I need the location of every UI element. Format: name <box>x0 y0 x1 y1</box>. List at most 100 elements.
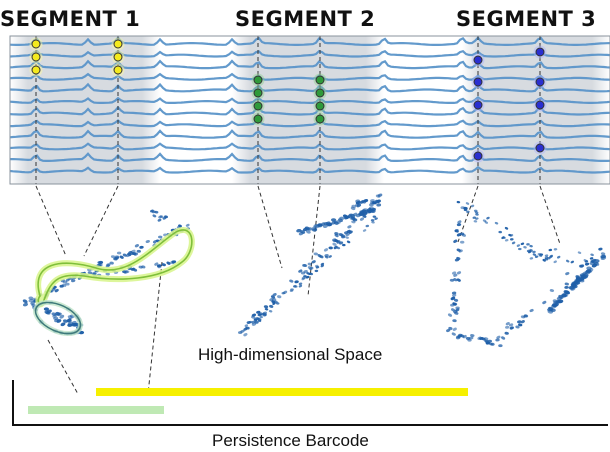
segment-3-point <box>451 308 456 312</box>
segment-1-point <box>152 214 157 218</box>
segment-3-point <box>452 302 458 306</box>
segment-3-point <box>544 254 549 257</box>
segment-3-point <box>473 220 478 223</box>
segment-3-point <box>566 259 570 263</box>
loop-highlights <box>33 227 195 337</box>
segment-2-point <box>362 208 368 212</box>
segment-2-marker <box>253 75 263 85</box>
segment-3-point <box>579 264 585 268</box>
segment-1-point <box>157 265 162 269</box>
segment-3-point <box>481 337 486 341</box>
segment-3-point <box>523 246 527 249</box>
segment-2-point <box>307 266 312 270</box>
segment-3-point <box>456 223 462 227</box>
segment-3-point <box>455 306 460 310</box>
persistence-barcode <box>12 380 608 426</box>
segment-3-point <box>460 240 465 244</box>
segment-3-point <box>474 211 479 214</box>
segment-1-point <box>105 272 110 276</box>
segment-3-point <box>529 244 533 248</box>
segment-2-point <box>349 216 355 221</box>
signal-trace <box>9 49 610 58</box>
segment-3-point <box>529 308 534 313</box>
segment-3-point <box>551 304 557 309</box>
segment-1-point <box>28 296 34 300</box>
segment-1-point <box>22 299 28 304</box>
segment-1-point <box>110 255 116 259</box>
segment-3-point <box>446 328 451 333</box>
segment-2-point <box>301 277 305 281</box>
segment-1-point <box>22 302 29 307</box>
segment-3-point <box>564 285 569 289</box>
signal-trace <box>10 152 610 163</box>
segment-2-point <box>326 222 332 226</box>
loop-glow-large <box>35 227 195 308</box>
segment-1-point <box>109 261 114 265</box>
segment-2-point <box>377 193 383 197</box>
segment-2-point <box>356 203 362 208</box>
segment-3-point <box>593 259 600 263</box>
segment-3-point <box>526 243 530 246</box>
segment-2-point <box>374 217 378 220</box>
segment-1-point <box>116 251 122 255</box>
segment-3-point <box>577 251 582 254</box>
segment-3-point <box>451 296 456 300</box>
segment-2-point <box>257 319 262 323</box>
segment-2-point <box>302 227 308 232</box>
segment-markers <box>29 37 547 163</box>
segment-3-point <box>520 320 525 324</box>
segment-2-point <box>281 292 286 295</box>
segment-2-point <box>338 241 344 245</box>
segment-2-point <box>305 229 311 234</box>
segment-3-point <box>532 253 537 256</box>
barcode-yellow-bar <box>96 388 468 396</box>
segment-2-point <box>238 331 243 335</box>
segment-2-point <box>268 309 273 313</box>
segment-3-point <box>584 260 589 263</box>
segment-3-point <box>570 260 574 264</box>
segment-3-point <box>548 248 553 252</box>
segment-1-point <box>126 253 131 258</box>
segment-2-point <box>302 264 308 267</box>
segment-3-point <box>482 219 487 222</box>
segment-3-marker <box>535 143 545 153</box>
segment-3-point <box>459 232 465 236</box>
segment-2-point <box>359 217 365 221</box>
segment-3-point <box>472 216 477 219</box>
segment-2-point <box>365 224 370 228</box>
segment-3-point <box>510 238 514 241</box>
segment-3-point <box>542 300 547 305</box>
segment-3-point <box>523 314 528 318</box>
loop-core-large <box>37 229 193 305</box>
segment-2-point <box>339 216 345 220</box>
segment-3-point <box>517 320 522 324</box>
signal-strip <box>9 35 610 185</box>
segment-2-point <box>289 279 294 283</box>
segment-3-point <box>515 325 520 329</box>
segment-3-point <box>465 202 470 205</box>
segment-3-point <box>585 269 592 273</box>
segment-1-point <box>185 223 190 227</box>
segment-2-point <box>251 320 256 324</box>
segment-3-point <box>505 322 510 326</box>
segment-3-point <box>453 278 458 282</box>
connector-s1a <box>35 185 67 257</box>
segment-1-point <box>67 321 73 326</box>
segment-2-point <box>298 282 303 286</box>
segment-2-title: SEGMENT 2 <box>235 7 375 31</box>
segment-2-point <box>369 203 374 207</box>
segment-2-point <box>300 271 306 275</box>
segment-2-point <box>243 327 248 331</box>
segment-1-point <box>139 245 144 249</box>
segment-2-point <box>263 305 269 309</box>
segment-3-point <box>584 262 590 266</box>
segment-2-point <box>334 233 339 238</box>
segment-1-point <box>171 260 176 264</box>
segment-1-marker <box>31 39 41 49</box>
segment-2-marker <box>315 88 325 98</box>
segment-1-point <box>145 240 150 243</box>
segment-2-point <box>248 320 253 324</box>
segment-1-point <box>67 315 73 320</box>
segment-1-point <box>136 249 141 253</box>
